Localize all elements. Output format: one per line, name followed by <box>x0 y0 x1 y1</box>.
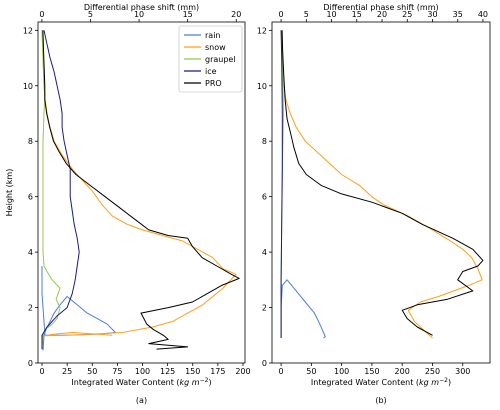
x2-tick-label: 30 <box>427 10 437 19</box>
panel-b: 0 50 100 150 200 250 300 0 5 10 15 20 25 30 35 40 0 2 4 6 8 1… <box>257 3 491 405</box>
series-line-snow <box>41 30 237 337</box>
y-tick-label: 12 <box>257 26 267 35</box>
x-axis-title-text: Integrated Water Content <box>71 378 173 387</box>
x-axis-title-paren-close: ) <box>208 378 211 387</box>
legend-label: snow <box>205 43 226 52</box>
x-axis-unit-exponent: −2 <box>200 377 209 384</box>
x-axis-title: Integrated Water Content (kg m−2) <box>71 377 211 387</box>
legend-label: rain <box>205 31 220 40</box>
panel-label: (a) <box>136 396 147 405</box>
y-tick-label: 6 <box>28 193 33 202</box>
plot-frame <box>271 21 491 364</box>
series-line-pro <box>42 30 240 350</box>
x2-tick-label: 25 <box>402 10 412 19</box>
y-tick-label: 6 <box>262 193 267 202</box>
y-axis-title: Height (km) <box>5 169 14 217</box>
x-tick-label: 175 <box>210 367 225 376</box>
x2-tick-label: 10 <box>326 10 336 19</box>
x-axis-title-paren-open: ( <box>413 378 419 387</box>
series-line-ice <box>280 30 283 338</box>
x-tick-label: 125 <box>160 367 175 376</box>
x-tick-label: 50 <box>87 367 97 376</box>
x-tick-label: 200 <box>235 367 250 376</box>
y-tick-label: 4 <box>262 248 267 257</box>
y-tick-label: 2 <box>28 304 33 313</box>
y-tick-label: 10 <box>23 82 33 91</box>
x-axis-unit: kg m <box>419 378 439 387</box>
x2-tick-label: 5 <box>88 10 93 19</box>
x-tick-label: 75 <box>112 367 122 376</box>
y-tick-label: 10 <box>257 82 267 91</box>
x-axis-unit-exponent: −2 <box>439 377 448 384</box>
legend-label: ice <box>205 67 217 76</box>
x-axis-title-paren-close: ) <box>448 378 451 387</box>
x-tick-label: 300 <box>455 367 470 376</box>
series-line-rain <box>280 279 326 339</box>
series-line-ice <box>41 30 80 350</box>
legend-box <box>178 25 243 93</box>
y-tick-label: 12 <box>23 26 33 35</box>
x-tick-label: 200 <box>395 367 410 376</box>
x-tick-label: 100 <box>334 367 349 376</box>
panel-label: (b) <box>375 396 386 405</box>
x2-tick-label: 40 <box>478 10 488 19</box>
x-tick-label: 150 <box>364 367 379 376</box>
x-tick-label: 150 <box>185 367 200 376</box>
x-axis-unit: kg m <box>180 378 200 387</box>
x2-tick-label: 20 <box>231 10 241 19</box>
y-tick-label: 0 <box>28 359 33 368</box>
y-tick-label: 0 <box>262 359 267 368</box>
x-axis-title-paren-open: ( <box>174 378 180 387</box>
x2-tick-label: 15 <box>183 10 193 19</box>
legend-label: graupel <box>205 55 236 64</box>
x-axis-title-text: Integrated Water Content <box>311 378 413 387</box>
x2-tick-label: 10 <box>134 10 144 19</box>
x2-tick-label: 0 <box>39 10 44 19</box>
x2-tick-label: 15 <box>352 10 362 19</box>
x-tick-label: 0 <box>279 367 284 376</box>
x2-axis-title: Differential phase shift (mm) <box>323 3 438 12</box>
x-tick-label: 100 <box>135 367 150 376</box>
x-axis-title: Integrated Water Content (kg m−2) <box>311 377 451 387</box>
y-tick-label: 8 <box>28 137 33 146</box>
x2-tick-label: 5 <box>304 10 309 19</box>
x2-tick-label: 35 <box>453 10 463 19</box>
x-tick-label: 250 <box>425 367 440 376</box>
x-tick-label: 25 <box>62 367 72 376</box>
x2-tick-label: 20 <box>377 10 387 19</box>
x2-tick-label: 0 <box>279 10 284 19</box>
x-tick-label: 0 <box>39 367 44 376</box>
legend-label: PRO <box>205 79 222 88</box>
y-tick-label: 4 <box>28 248 33 257</box>
y-tick-label: 2 <box>262 304 267 313</box>
x2-axis-title: Differential phase shift (mm) <box>84 3 199 12</box>
series-line-pro <box>281 30 484 336</box>
y-tick-label: 8 <box>262 137 267 146</box>
plot-frame <box>37 21 246 364</box>
x-tick-label: 50 <box>306 367 316 376</box>
